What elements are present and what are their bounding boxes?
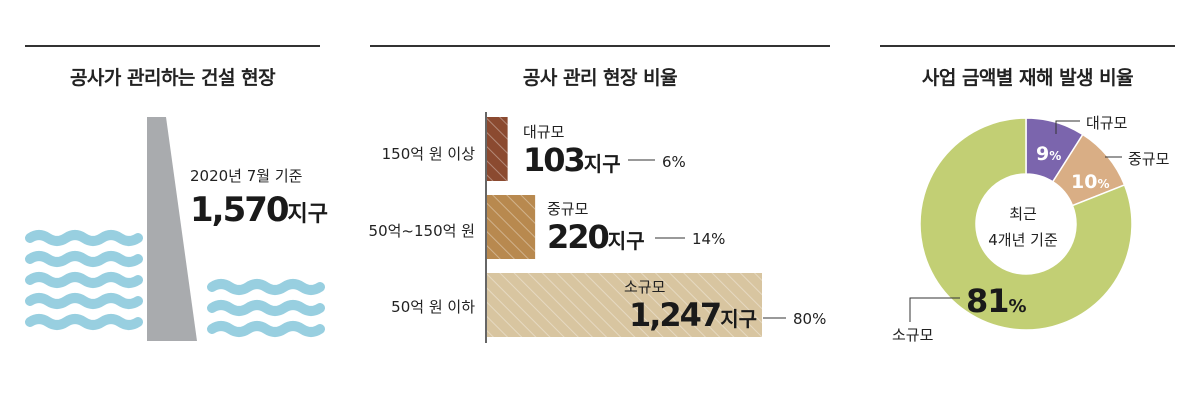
donut-center-line2: 4개년 기준 xyxy=(988,231,1058,249)
wave-line xyxy=(25,230,143,246)
bar-unit: 지구 xyxy=(607,229,645,253)
panel1-basis: 2020년 7월 기준 xyxy=(190,167,303,185)
bar-value: 103지구 xyxy=(523,141,621,179)
wave-line xyxy=(25,314,143,330)
bar-value: 1,247지구 xyxy=(629,296,757,334)
wave-line xyxy=(207,300,325,316)
bar-size-label: 소규모 xyxy=(624,278,666,296)
bar-count: 220 xyxy=(547,218,610,256)
donut-value-medium: 10% xyxy=(1071,171,1109,193)
bar-value: 220지구 xyxy=(547,218,645,256)
leader-line-large xyxy=(1055,120,1080,134)
bar-category-label: 150억 원 이상 xyxy=(381,145,475,163)
donut-value-large: 9% xyxy=(1036,143,1061,165)
panel2-top-rule xyxy=(370,45,830,47)
panel1-total: 1,570지구 xyxy=(190,190,328,230)
bar-unit: 지구 xyxy=(720,307,757,331)
donut-value-medium-number: 10 xyxy=(1071,171,1098,193)
bar-category-label: 50억~150억 원 xyxy=(368,222,475,240)
waves-right xyxy=(207,279,325,337)
donut-label-large: 대규모 xyxy=(1086,114,1128,132)
bar-hatch xyxy=(487,117,508,181)
donut-value-small-pct: % xyxy=(1008,296,1027,317)
panel1-unit: 지구 xyxy=(287,202,329,227)
panel3-title: 사업 금액별 재해 발생 비율 xyxy=(921,67,1134,89)
bar-size-label: 중규모 xyxy=(547,200,589,218)
bar-category-label: 50억 원 이하 xyxy=(391,298,475,316)
donut-value-large-number: 9 xyxy=(1036,143,1050,165)
donut-label-medium: 중규모 xyxy=(1128,150,1170,168)
bar-percent: 14% xyxy=(692,230,726,248)
panel2-title: 공사 관리 현장 비율 xyxy=(522,67,678,89)
panel1-top-rule xyxy=(25,45,320,47)
wave-line xyxy=(207,321,325,337)
leader-line-small xyxy=(909,297,960,322)
dam-wall xyxy=(147,117,197,341)
wave-line xyxy=(25,251,143,267)
wave-line xyxy=(25,272,143,288)
panel1-title: 공사가 관리하는 건설 현장 xyxy=(69,67,276,89)
bar-size-label: 대규모 xyxy=(523,123,565,141)
donut-value-small-number: 81 xyxy=(966,282,1010,320)
bar-percent: 6% xyxy=(662,153,686,171)
donut-slice-small xyxy=(919,117,1133,331)
wave-line xyxy=(207,279,325,295)
waves-left xyxy=(25,230,143,330)
donut-center-line1: 최근 xyxy=(1009,205,1037,223)
donut-value-small: 81% xyxy=(966,282,1027,320)
panel1-count: 1,570 xyxy=(190,190,290,230)
bar-hatch xyxy=(487,273,762,337)
panel3-top-rule xyxy=(880,45,1175,47)
bar-percent: 80% xyxy=(793,310,827,328)
donut-value-medium-pct: % xyxy=(1097,177,1110,191)
bar-hatch xyxy=(487,195,536,259)
donut-label-small: 소규모 xyxy=(892,326,934,344)
wave-line xyxy=(25,293,143,309)
bar-unit: 지구 xyxy=(583,152,621,176)
bar-count: 103 xyxy=(523,141,586,179)
bar-count: 1,247 xyxy=(628,296,722,334)
donut-value-large-pct: % xyxy=(1049,149,1062,163)
